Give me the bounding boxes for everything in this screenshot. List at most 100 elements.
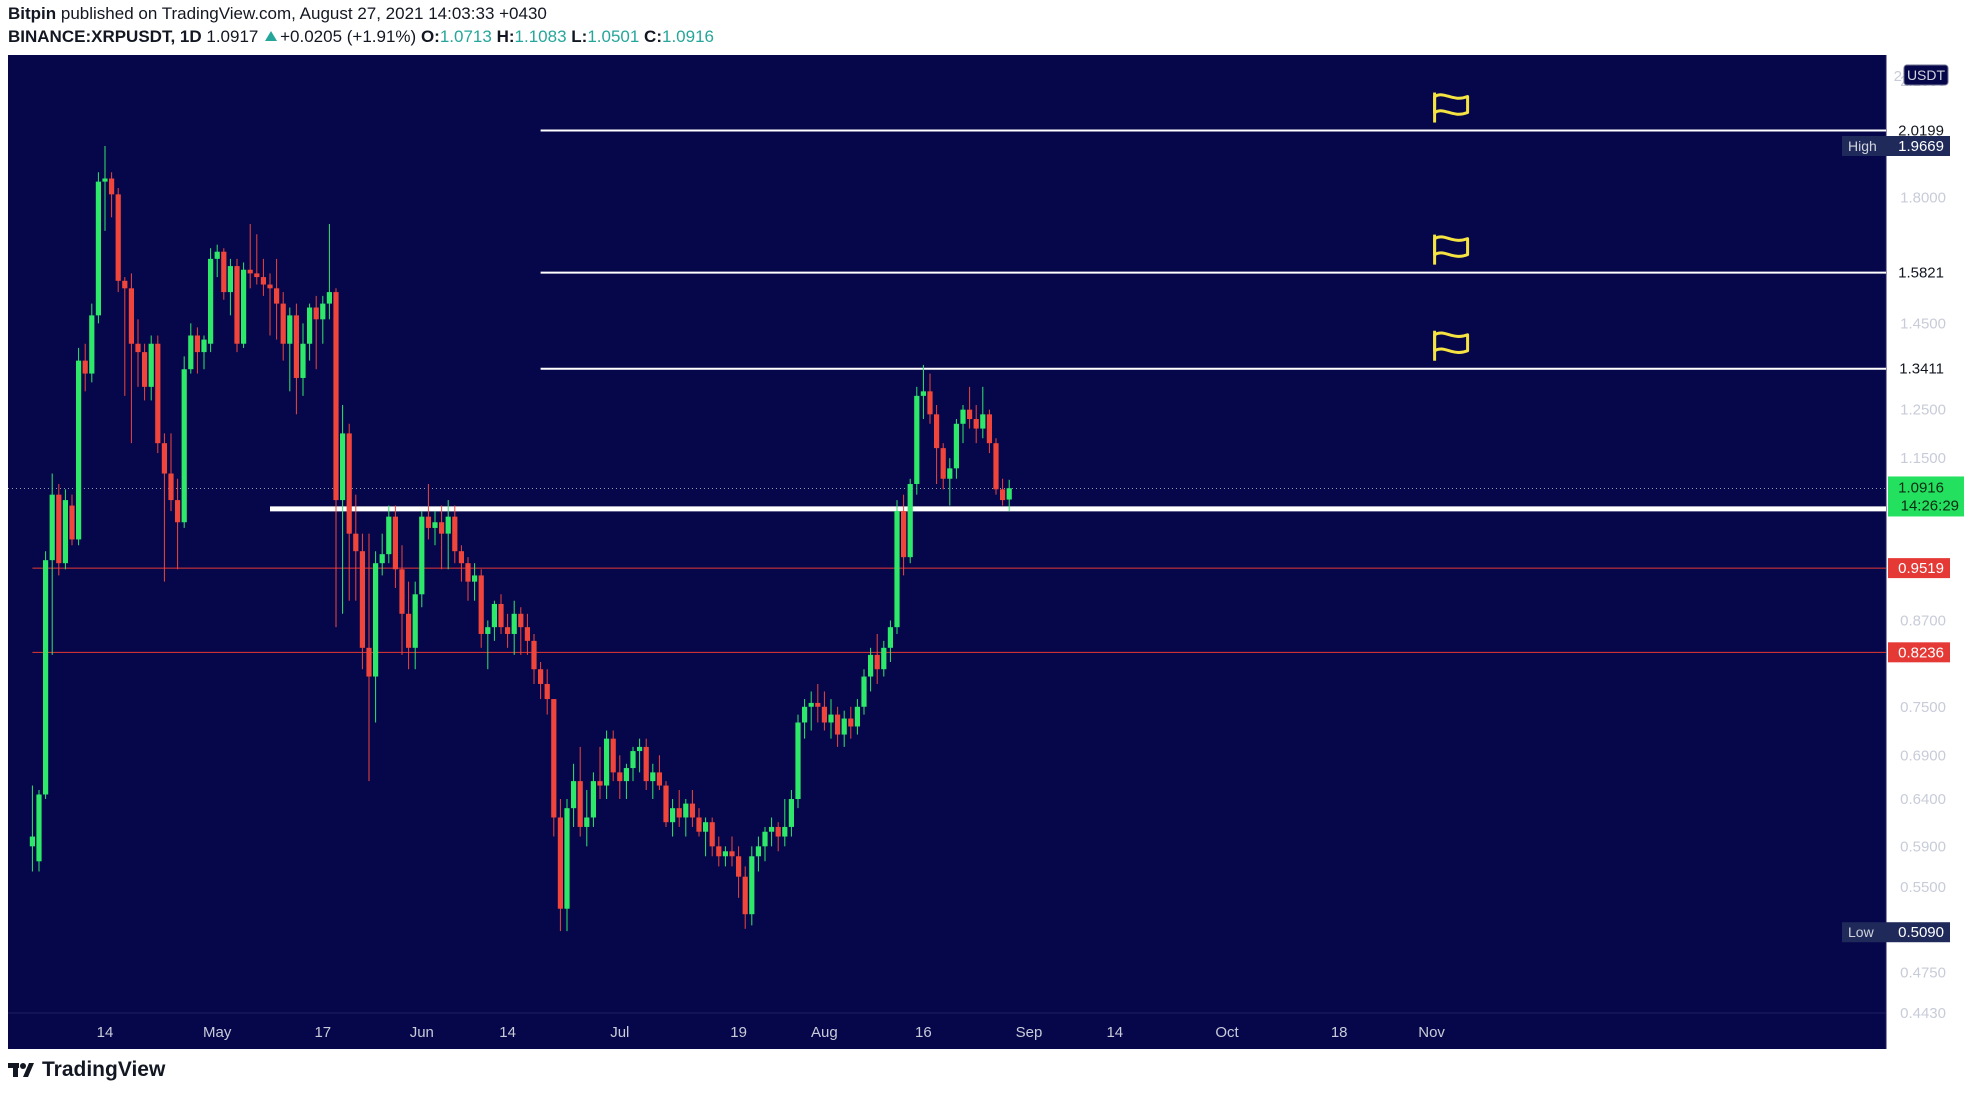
candle	[333, 288, 339, 628]
horizontal-levels	[8, 129, 1886, 653]
candle	[788, 790, 794, 837]
candle-body	[821, 706, 827, 723]
candle-body	[148, 343, 154, 387]
candle	[254, 234, 260, 285]
candle-body	[980, 414, 986, 429]
candle-body	[953, 423, 959, 469]
candle-body	[406, 613, 412, 648]
candle	[359, 533, 365, 670]
candle	[247, 224, 253, 289]
price-change: +0.0205 (+1.91%)	[280, 27, 417, 46]
candle-body	[623, 768, 629, 782]
candle	[683, 799, 689, 837]
price-tick-label: 0.6400	[1900, 791, 1946, 808]
candle-body	[505, 627, 511, 634]
candle	[729, 836, 735, 867]
candle-body	[274, 288, 280, 304]
last-price-bg	[1888, 476, 1964, 517]
tradingview-logo[interactable]: TradingView	[8, 1058, 165, 1082]
candle-body	[670, 808, 676, 823]
last-price-label: 1.0916	[1898, 479, 1944, 496]
candle	[518, 607, 524, 655]
candle-body	[729, 851, 735, 857]
candle-body	[802, 706, 808, 723]
candle	[881, 640, 887, 677]
price-tick-label: 2	[1894, 68, 1902, 85]
candle	[590, 772, 596, 827]
chart-background	[8, 55, 1886, 1049]
candle	[386, 505, 392, 564]
candle	[795, 714, 801, 809]
candle	[597, 746, 603, 800]
candle-body	[689, 803, 695, 818]
candle-body	[868, 654, 874, 677]
candle	[1000, 478, 1006, 506]
candle	[458, 545, 464, 582]
candle	[472, 563, 478, 601]
candle	[373, 551, 379, 723]
candle	[452, 505, 458, 564]
candle	[907, 478, 913, 564]
price-tick-label: 0.7500	[1900, 699, 1946, 716]
candle-body	[214, 251, 220, 259]
candle-body	[95, 181, 101, 316]
candle-body	[874, 654, 880, 670]
candle-body	[861, 676, 867, 707]
symbol-info: BINANCE:XRPUSDT, 1D 1.0917 +0.0205 (+1.9…	[8, 27, 714, 47]
tradingview-logo-text: TradingView	[42, 1058, 166, 1081]
candle-body	[986, 414, 992, 444]
candle	[835, 706, 841, 747]
time-tick-label: 18	[1331, 1024, 1348, 1041]
candle	[993, 438, 999, 495]
candle	[425, 484, 431, 540]
candle	[841, 710, 847, 747]
level-price-label-bg	[1888, 558, 1950, 579]
time-axis[interactable]: 14 May 17 Jun 14 Jul 19 Aug 16 Sep 14 Oct 18 Nov	[97, 1024, 1446, 1041]
candle-body	[769, 826, 775, 832]
candle	[986, 409, 992, 454]
candle-body	[458, 551, 464, 564]
candle	[577, 746, 583, 837]
candle-body	[366, 647, 372, 677]
candle-body	[828, 714, 834, 723]
candle	[43, 551, 49, 800]
candle	[762, 826, 768, 862]
candle	[861, 669, 867, 715]
candle	[650, 763, 656, 800]
candle-body	[300, 343, 306, 378]
high-marker-value: 1.9669	[1898, 138, 1944, 155]
candle	[722, 846, 728, 867]
high-value: 1.1083	[514, 27, 567, 46]
candle	[815, 683, 821, 723]
candle-body	[115, 194, 121, 281]
flag-icon[interactable]	[1433, 330, 1470, 361]
candle-body	[782, 826, 788, 837]
candle	[940, 443, 946, 490]
currency-button[interactable]	[1903, 64, 1949, 86]
candle-body	[531, 640, 537, 670]
candle-body	[696, 817, 702, 832]
candle	[953, 419, 959, 479]
candle	[914, 386, 920, 495]
flag-icon[interactable]	[1433, 234, 1470, 265]
candle-body	[320, 303, 326, 320]
candle	[524, 613, 530, 655]
candle	[29, 785, 35, 872]
candle	[531, 633, 537, 684]
candle-body	[538, 669, 544, 684]
candle	[656, 755, 662, 791]
candle	[478, 569, 484, 648]
candle-body	[722, 851, 728, 857]
low-marker-bg	[1842, 922, 1950, 943]
candle-body	[663, 785, 669, 823]
candle-body	[940, 448, 946, 479]
candle	[854, 699, 860, 735]
price-axis[interactable]: 2.20001.80001.45001.25001.15000.87000.75…	[1894, 64, 1949, 1022]
candle	[703, 817, 709, 857]
candle-body	[208, 258, 214, 344]
candle-body	[577, 781, 583, 827]
candle	[564, 799, 570, 932]
flag-icon[interactable]	[1433, 92, 1470, 123]
price-tick-label: 1.1500	[1900, 450, 1946, 467]
